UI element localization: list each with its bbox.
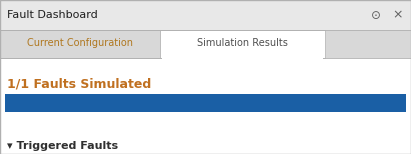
Bar (0, 30, 411, 58)
Text: Simulation Results: Simulation Results (197, 38, 288, 49)
Text: ×: × (392, 8, 403, 22)
Text: ⊙: ⊙ (371, 8, 381, 22)
Bar (0, 0, 411, 30)
Text: Fault Dashboard: Fault Dashboard (7, 10, 98, 20)
Bar (0, 58, 411, 154)
Bar (162, 55, 323, 60)
Text: 1/1 Faults Simulated: 1/1 Faults Simulated (7, 78, 152, 91)
Text: Current Configuration: Current Configuration (27, 38, 133, 49)
Bar (160, 30, 325, 58)
Bar (5, 94, 406, 112)
Bar (0, 30, 160, 58)
Text: ▾ Triggered Faults: ▾ Triggered Faults (7, 141, 118, 151)
